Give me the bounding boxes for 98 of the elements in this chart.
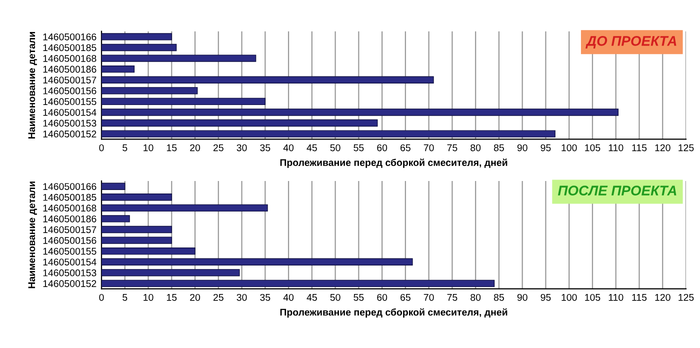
y-tick-label: 1460500185 <box>43 194 96 201</box>
x-tick-label: 35 <box>260 294 270 301</box>
x-tick-label: 85 <box>494 144 504 152</box>
y-tick-label: 1460500155 <box>43 98 96 106</box>
x-tick-label: 110 <box>608 294 624 301</box>
x-tick-label: 25 <box>213 144 224 152</box>
bar <box>102 33 172 40</box>
bar <box>102 204 268 212</box>
y-tick-label: 1460500154 <box>43 108 96 116</box>
x-tick-label: 0 <box>99 294 104 301</box>
x-tick-label: 55 <box>354 144 364 152</box>
y-tick-label: 1460500185 <box>43 44 96 52</box>
x-tick-label: 90 <box>517 294 528 301</box>
x-tick-label: 60 <box>377 144 388 152</box>
x-tick-label: 65 <box>400 144 410 152</box>
x-tick-label: 20 <box>190 294 200 301</box>
y-tick-label: 1460500153 <box>43 120 96 127</box>
y-tick-label: 1460500153 <box>43 269 96 276</box>
y-tick-label: 1460500152 <box>43 130 96 138</box>
x-tick-label: 30 <box>236 294 247 301</box>
bar <box>102 247 196 255</box>
x-tick-label: 85 <box>494 294 504 301</box>
y-tick-label: 1460500156 <box>43 237 96 244</box>
y-tick-label: 1460500186 <box>43 66 96 73</box>
x-tick-label: 50 <box>330 294 340 301</box>
bar <box>102 87 198 94</box>
bar <box>102 280 495 288</box>
chart-title: ДО ПРОЕКТА <box>586 36 676 48</box>
bar <box>102 215 130 222</box>
x-tick-label: 105 <box>585 144 600 152</box>
y-tick-label: 1460500166 <box>43 183 96 190</box>
bar <box>102 182 126 190</box>
bar <box>102 54 256 62</box>
x-tick-label: 120 <box>655 294 670 301</box>
y-tick-label: 1460500152 <box>43 280 96 288</box>
x-tick-label: 55 <box>354 294 364 301</box>
x-tick-label: 70 <box>424 144 434 152</box>
chart-title: ПОСЛЕ ПРОЕКТА <box>558 186 676 196</box>
y-tick-label: 1460500168 <box>43 204 96 212</box>
x-tick-label: 75 <box>447 294 458 301</box>
x-tick-label: 115 <box>632 144 647 152</box>
x-tick-label: 115 <box>632 294 647 301</box>
bar <box>102 65 135 73</box>
x-tick-label: 120 <box>655 144 670 152</box>
bar <box>102 44 177 52</box>
y-axis-title: Наименование детали <box>28 182 37 288</box>
bar <box>102 258 413 266</box>
bar <box>102 130 556 138</box>
x-tick-label: 125 <box>678 144 694 152</box>
bar <box>102 108 619 116</box>
x-tick-label: 35 <box>260 144 270 152</box>
x-tick-label: 45 <box>306 144 317 152</box>
y-tick-label: 1460500154 <box>43 258 96 266</box>
y-tick-label: 1460500166 <box>43 33 96 40</box>
x-tick-label: 70 <box>424 294 434 301</box>
x-tick-label: 20 <box>190 144 200 152</box>
x-tick-label: 110 <box>608 144 624 152</box>
x-tick-label: 30 <box>236 144 247 152</box>
x-tick-label: 15 <box>166 144 177 152</box>
x-tick-label: 40 <box>283 144 294 152</box>
x-tick-label: 50 <box>330 144 340 152</box>
y-tick-label: 1460500156 <box>43 87 96 94</box>
bar <box>102 194 172 201</box>
y-axis-title: Наименование детали <box>28 32 37 138</box>
x-tick-label: 15 <box>166 294 177 301</box>
x-tick-label: 75 <box>447 144 458 152</box>
x-tick-label: 100 <box>562 294 577 301</box>
x-tick-label: 80 <box>470 144 481 152</box>
x-tick-label: 40 <box>283 294 294 301</box>
x-tick-label: 80 <box>470 294 481 301</box>
x-tick-label: 0 <box>99 144 104 152</box>
bar <box>102 76 434 84</box>
x-tick-label: 10 <box>144 144 154 152</box>
x-axis-title: Пролеживание перед сборкой смесителя, дней <box>280 308 508 318</box>
y-tick-label: 1460500157 <box>43 226 96 234</box>
x-tick-label: 125 <box>678 294 694 301</box>
x-tick-label: 25 <box>213 294 224 301</box>
x-tick-label: 45 <box>306 294 317 301</box>
x-tick-label: 95 <box>540 294 551 301</box>
bar <box>102 236 172 244</box>
y-tick-label: 1460500186 <box>43 215 96 222</box>
bar <box>102 226 172 234</box>
y-tick-label: 1460500168 <box>43 55 96 62</box>
x-tick-label: 5 <box>122 294 128 301</box>
x-tick-label: 5 <box>122 144 128 152</box>
bar <box>102 98 266 106</box>
x-axis-title: Пролеживание перед сборкой смесителя, дней <box>280 158 508 168</box>
bar <box>102 119 378 127</box>
y-tick-label: 1460500157 <box>43 76 96 84</box>
bar <box>102 269 240 276</box>
x-tick-label: 100 <box>562 144 577 152</box>
x-tick-label: 65 <box>400 294 410 301</box>
x-tick-label: 105 <box>585 294 600 301</box>
x-tick-label: 90 <box>517 144 528 152</box>
x-tick-label: 60 <box>377 294 388 301</box>
y-tick-label: 1460500155 <box>43 248 96 255</box>
x-tick-label: 10 <box>144 294 154 301</box>
x-tick-label: 95 <box>540 144 551 152</box>
